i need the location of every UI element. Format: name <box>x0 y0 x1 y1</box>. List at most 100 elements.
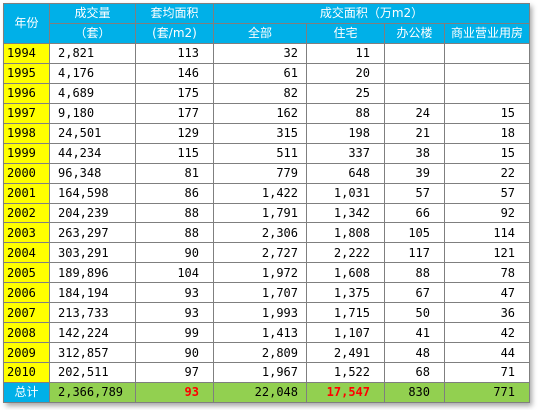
area-total-cell: 1,993 <box>213 302 307 324</box>
total-label-cell: 总计 <box>3 381 50 404</box>
avg-area-cell: 115 <box>135 142 214 164</box>
total-volume-cell: 2,366,789 <box>49 381 136 404</box>
table-header: 年份 成交量 套均面积 成交面积（万m2） （套） (套/m2) 全部 住宅 办… <box>3 3 531 44</box>
table-row: 1997 9,180 177 162 88 24 15 <box>3 102 531 124</box>
volume-cell: 213,733 <box>49 302 136 324</box>
area-residential-cell: 1,107 <box>306 322 385 344</box>
area-total-cell: 32 <box>213 43 307 64</box>
total-residential-cell: 17,547 <box>306 381 385 404</box>
table-row: 1995 4,176 146 61 20 <box>3 62 531 84</box>
header-volume: 成交量 <box>49 3 136 24</box>
total-commercial-cell: 771 <box>443 381 531 404</box>
area-commercial-cell: 22 <box>443 162 531 184</box>
table-row: 2010 202,511 97 1,967 1,522 68 71 <box>3 362 531 383</box>
volume-cell: 164,598 <box>49 182 136 204</box>
area-commercial-cell: 121 <box>443 242 531 264</box>
area-commercial-cell: 71 <box>443 362 531 383</box>
header-year: 年份 <box>3 3 50 44</box>
area-office-cell: 38 <box>384 142 445 164</box>
volume-cell: 142,224 <box>49 322 136 344</box>
area-commercial-cell: 18 <box>443 122 531 144</box>
area-residential-cell: 88 <box>306 102 385 124</box>
avg-area-cell: 88 <box>135 222 214 244</box>
avg-area-cell: 175 <box>135 82 214 104</box>
total-avg-area-cell: 93 <box>135 381 214 404</box>
year-cell: 2006 <box>3 282 50 304</box>
total-row: 总计 2,366,789 93 22,048 17,547 830 771 <box>3 381 531 404</box>
header-area-commercial: 商业营业用房 <box>443 23 531 44</box>
year-cell: 2008 <box>3 322 50 344</box>
area-office-cell: 88 <box>384 262 445 284</box>
area-commercial-cell: 15 <box>443 142 531 164</box>
avg-area-cell: 97 <box>135 362 214 383</box>
volume-cell: 96,348 <box>49 162 136 184</box>
area-commercial-cell: 15 <box>443 102 531 124</box>
table-row: 2002 204,239 88 1,791 1,342 66 92 <box>3 202 531 224</box>
area-total-cell: 2,727 <box>213 242 307 264</box>
year-cell: 2007 <box>3 302 50 324</box>
avg-area-cell: 90 <box>135 342 214 363</box>
area-residential-cell: 337 <box>306 142 385 164</box>
table-row: 2008 142,224 99 1,413 1,107 41 42 <box>3 322 531 344</box>
area-office-cell: 67 <box>384 282 445 304</box>
avg-area-cell: 93 <box>135 302 214 324</box>
volume-cell: 9,180 <box>49 102 136 124</box>
area-commercial-cell: 78 <box>443 262 531 284</box>
header-area-office: 办公楼 <box>384 23 445 44</box>
area-office-cell: 117 <box>384 242 445 264</box>
avg-area-cell: 146 <box>135 62 214 84</box>
area-commercial-cell: 57 <box>443 182 531 204</box>
area-office-cell: 41 <box>384 322 445 344</box>
volume-cell: 4,689 <box>49 82 136 104</box>
area-office-cell: 39 <box>384 162 445 184</box>
avg-area-cell: 81 <box>135 162 214 184</box>
area-commercial-cell <box>443 82 531 104</box>
area-commercial-cell <box>443 43 531 64</box>
year-cell: 1996 <box>3 82 50 104</box>
header-avg-area-unit: (套/m2) <box>135 23 214 44</box>
housing-transaction-table: 年份 成交量 套均面积 成交面积（万m2） （套） (套/m2) 全部 住宅 办… <box>3 3 531 404</box>
volume-cell: 2,821 <box>49 43 136 64</box>
avg-area-cell: 99 <box>135 322 214 344</box>
table-row: 2006 184,194 93 1,707 1,375 67 47 <box>3 282 531 304</box>
area-commercial-cell: 47 <box>443 282 531 304</box>
area-office-cell: 105 <box>384 222 445 244</box>
area-office-cell: 21 <box>384 122 445 144</box>
area-total-cell: 1,413 <box>213 322 307 344</box>
area-office-cell: 68 <box>384 362 445 383</box>
year-cell: 1995 <box>3 62 50 84</box>
area-residential-cell: 1,031 <box>306 182 385 204</box>
year-cell: 2002 <box>3 202 50 224</box>
area-residential-cell: 11 <box>306 43 385 64</box>
year-cell: 2001 <box>3 182 50 204</box>
area-office-cell: 50 <box>384 302 445 324</box>
area-commercial-cell: 36 <box>443 302 531 324</box>
avg-area-cell: 104 <box>135 262 214 284</box>
year-cell: 1994 <box>3 43 50 64</box>
area-commercial-cell: 44 <box>443 342 531 363</box>
area-office-cell: 57 <box>384 182 445 204</box>
table-row: 2005 189,896 104 1,972 1,608 88 78 <box>3 262 531 284</box>
area-residential-cell: 198 <box>306 122 385 144</box>
area-office-cell: 66 <box>384 202 445 224</box>
table-row: 1994 2,821 113 32 11 <box>3 43 531 64</box>
volume-cell: 24,501 <box>49 122 136 144</box>
year-cell: 1997 <box>3 102 50 124</box>
table-body: 1994 2,821 113 32 11 1995 4,176 146 61 20 1996 4,68… <box>3 43 531 404</box>
area-office-cell <box>384 62 445 84</box>
year-cell: 2009 <box>3 342 50 363</box>
volume-cell: 312,857 <box>49 342 136 363</box>
area-residential-cell: 648 <box>306 162 385 184</box>
volume-cell: 4,176 <box>49 62 136 84</box>
table-row: 1996 4,689 175 82 25 <box>3 82 531 104</box>
volume-cell: 44,234 <box>49 142 136 164</box>
avg-area-cell: 93 <box>135 282 214 304</box>
area-residential-cell: 2,491 <box>306 342 385 363</box>
area-residential-cell: 20 <box>306 62 385 84</box>
area-commercial-cell <box>443 62 531 84</box>
header-area-total: 全部 <box>213 23 307 44</box>
area-total-cell: 2,809 <box>213 342 307 363</box>
avg-area-cell: 129 <box>135 122 214 144</box>
area-residential-cell: 25 <box>306 82 385 104</box>
table-row: 1998 24,501 129 315 198 21 18 <box>3 122 531 144</box>
